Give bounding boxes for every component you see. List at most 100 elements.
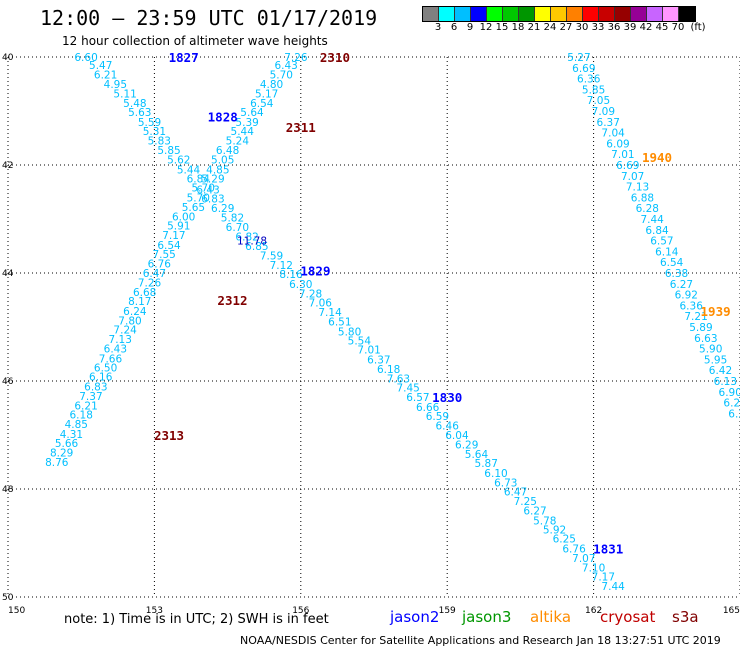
wave-height-value: 5.62 — [167, 155, 190, 167]
wave-height-value: 7.45 — [396, 382, 419, 394]
legend-swatch — [551, 7, 567, 21]
pass-time-label: 2310 — [320, 50, 350, 65]
wave-height-value: 5.63 — [128, 107, 151, 119]
legend-label: (ft) — [690, 22, 706, 33]
legend-label: 24 — [543, 22, 557, 33]
wave-height-value: 7.07 — [572, 553, 595, 565]
satellite-s3a: s3a — [672, 608, 699, 626]
wave-height-value: 5.87 — [475, 458, 498, 470]
legend-swatch — [631, 7, 647, 21]
wave-height-value: 6.13 — [714, 376, 737, 388]
wave-height-value: 6.84 — [645, 225, 669, 237]
wave-height-value: 7.26 — [138, 278, 162, 290]
wave-height-value: 6.28 — [636, 203, 659, 215]
legend-label: 39 — [623, 22, 637, 33]
pass-time-label: 1828 — [208, 109, 238, 124]
wave-height-value: 6.38 — [665, 268, 688, 280]
wave-height-value: 5.54 — [348, 336, 372, 348]
wave-height-value: 8.16 — [279, 269, 303, 281]
wave-height-value: 5.31 — [143, 126, 166, 138]
wave-height-value: 6.88 — [631, 192, 654, 204]
y-axis-label: 46 — [2, 377, 14, 387]
color-scale-labels: 3 6 9 12 15 18 21 24 27 30 33 36 39 42 45 70 (ft) — [430, 22, 740, 34]
wave-height-value: 5.78 — [533, 515, 556, 527]
pass-time-label: 2313 — [154, 428, 184, 443]
wave-height-value: 6.25 — [553, 534, 576, 546]
wave-height-value: 5.90 — [699, 344, 722, 356]
wave-height-value: 5.44 — [231, 126, 255, 138]
legend-label: 36 — [607, 22, 621, 33]
wave-height-value: 6.21 — [74, 400, 97, 412]
wave-height-value: 5.89 — [689, 322, 712, 334]
legend-swatch — [583, 7, 599, 21]
wave-height-value: 5.85 — [157, 145, 180, 157]
chart-title: 12:00 – 23:59 UTC 01/17/2019 — [40, 6, 378, 30]
wave-height-value: 7.21 — [684, 311, 707, 323]
legend-swatch — [663, 7, 679, 21]
legend-label: 6 — [450, 22, 458, 33]
wave-height-value: 5.95 — [704, 354, 727, 366]
chart-subtitle: 12 hour collection of altimeter wave hei… — [62, 34, 328, 48]
legend-swatch — [423, 7, 439, 21]
wave-height-value: 7.80 — [118, 316, 141, 328]
wave-height-value: 5.66 — [55, 438, 79, 450]
y-axis-label: 50 — [2, 593, 14, 603]
wave-height-value: 6.33 — [728, 408, 740, 420]
wave-height-value: 7.09 — [592, 106, 615, 118]
wave-height-value: 6.47 — [504, 487, 527, 499]
wave-height-value: 7.37 — [79, 391, 102, 403]
wave-height-value: 6.37 — [367, 354, 390, 366]
wave-height-value: 5.11 — [113, 89, 136, 101]
wave-height-value: 6.42 — [709, 365, 732, 377]
satellite-cryosat: cryosat — [600, 608, 656, 626]
wave-height-value: 7.01 — [357, 345, 380, 357]
y-axis-label: 42 — [2, 161, 13, 171]
wave-height-value: 6.83 — [201, 193, 224, 205]
wave-height-value: 6.43 — [274, 60, 297, 72]
wave-height-value: 4.80 — [260, 79, 283, 91]
wave-height-value: 7.10 — [582, 562, 605, 574]
wave-height-value: 5.27 — [567, 52, 590, 64]
wave-height-value: 7.13 — [109, 334, 132, 346]
legend-label: 3 — [434, 22, 442, 33]
wave-height-value: 6.18 — [377, 364, 400, 376]
wave-height-value: 7.05 — [587, 95, 610, 107]
wave-height-value: 7.06 — [309, 298, 333, 310]
legend-swatch — [487, 7, 503, 21]
wave-height-value: 6.59 — [426, 411, 449, 423]
wave-height-value: 6.84 — [187, 174, 211, 186]
legend-label: 9 — [466, 22, 474, 33]
legend-label: 33 — [591, 22, 605, 33]
wave-height-value: 6.85 — [245, 241, 268, 253]
wave-height-value: 8.17 — [128, 296, 151, 308]
wave-height-value: 6.09 — [606, 138, 629, 150]
pass-time-label: 1940 — [642, 150, 672, 165]
wave-height-value: 7.24 — [113, 325, 137, 337]
y-axis-label: 44 — [2, 269, 14, 279]
footnote: note: 1) Time is in UTC; 2) SWH is in fe… — [64, 612, 329, 627]
legend-swatch — [647, 7, 663, 21]
legend-swatch — [439, 7, 455, 21]
wave-height-value: 5.85 — [582, 84, 605, 96]
legend-swatch — [519, 7, 535, 21]
credit-footer: NOAA/NESDIS Center for Satellite Applica… — [240, 634, 721, 647]
legend-swatch — [471, 7, 487, 21]
wave-height-value: 6.50 — [94, 363, 117, 375]
wave-height-value: 4.85 — [65, 419, 88, 431]
wave-height-value: 5.48 — [123, 98, 146, 110]
wave-height-value: 7.25 — [514, 496, 537, 508]
wave-height-value: 6.54 — [250, 98, 274, 110]
wave-height-value: 6.29 — [211, 203, 234, 215]
satellite-jason3: jason3 — [462, 608, 512, 626]
wave-height-value: 6.43 — [104, 344, 127, 356]
wave-height-value: 6.48 — [216, 145, 239, 157]
x-axis-label: 150 — [8, 606, 25, 616]
wave-height-value: 6.29 — [455, 440, 478, 452]
wave-height-value: 5.17 — [255, 89, 278, 101]
wave-height-value: 5.39 — [235, 117, 258, 129]
wave-height-value: 6.21 — [94, 69, 117, 81]
wave-height-value: 5.83 — [148, 136, 171, 148]
wave-height-value: 6.70 — [226, 222, 249, 234]
wave-height-value: 6.23 — [723, 398, 740, 410]
